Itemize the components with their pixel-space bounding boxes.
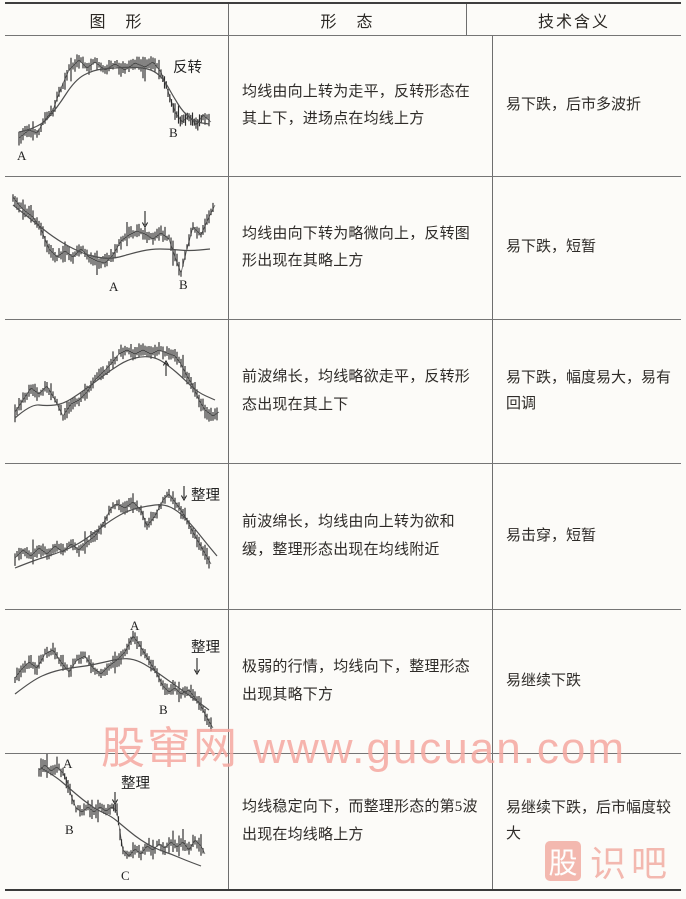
table-row: A B 反转 均线由向上转为走平，反转形态在其上下，进场点在均线上方 易下跌，后市多…: [5, 35, 681, 176]
figure-cell: A B 反转: [5, 36, 228, 176]
table-header-row: 图 形 形 态 技术含义: [5, 4, 681, 35]
meaning-text-content: 易击穿，短暂: [506, 527, 597, 544]
pattern-text-content: 极弱的行情，均线向下，整理形态出现其略下方: [242, 659, 471, 703]
figure-cell: 整理: [5, 464, 228, 609]
pattern-text-content: 均线由向下转为略微向上，反转图形出现在其略上方: [242, 225, 471, 269]
pattern-text: 前波绵长，均线由向上转为欲和缓，整理形态出现在均线附近: [228, 464, 492, 609]
meaning-text: 易继续下跌: [492, 610, 681, 753]
pattern-text-content: 前波绵长，均线略欲走平，反转形态出现在其上下: [242, 369, 471, 413]
figure-cell: A B 整理 C: [5, 754, 228, 889]
meaning-text: 易下跌，后市多波折: [492, 36, 681, 176]
pattern-text-content: 均线由向上转为走平，反转形态在其上下，进场点在均线上方: [242, 83, 471, 127]
table-row: 前波绵长，均线略欲走平，反转形态出现在其上下 易下跌，幅度易大，易有回调: [5, 319, 681, 463]
svg-text:反转: 反转: [173, 59, 202, 76]
svg-text:整理: 整理: [121, 775, 150, 792]
svg-text:A: A: [109, 279, 119, 294]
svg-text:B: B: [169, 125, 178, 140]
svg-text:A: A: [130, 618, 140, 633]
meaning-text: 易继续下跌，后市幅度较大: [492, 754, 681, 889]
svg-text:A: A: [17, 148, 27, 163]
pattern-text: 均线由向下转为略微向上，反转图形出现在其略上方: [228, 177, 492, 319]
figure-cell: [5, 320, 228, 463]
svg-text:B: B: [179, 277, 188, 292]
pattern-text: 均线由向上转为走平，反转形态在其上下，进场点在均线上方: [228, 36, 492, 176]
svg-text:B: B: [159, 702, 168, 717]
pattern-text: 前波绵长，均线略欲走平，反转形态出现在其上下: [228, 320, 492, 463]
svg-text:B: B: [65, 822, 74, 837]
candlestick-sketch: [14, 342, 220, 423]
pattern-text: 均线稳定向下，而整理形态的第5波出现在均线略上方: [228, 754, 492, 889]
pattern-text-content: 均线稳定向下，而整理形态的第5波出现在均线略上方: [242, 799, 478, 843]
meaning-text: 易下跌，幅度易大，易有回调: [492, 320, 681, 463]
meaning-text-content: 易下跌，短暂: [506, 239, 597, 256]
figure-cell: A B 整理: [5, 610, 228, 753]
table-row: A B 整理 C 均线稳定向下，而整理形态的第5波出现在均线略上方 易继续下跌，后市幅…: [5, 753, 681, 889]
table-row: 整理 前波绵长，均线由向上转为欲和缓，整理形态出现在均线附近 易击穿，短暂: [5, 463, 681, 609]
candlestick-sketch: 整理: [14, 486, 220, 569]
candlestick-sketch: A B 整理: [14, 618, 220, 732]
svg-text:整理: 整理: [191, 639, 220, 656]
meaning-text-content: 易下跌，幅度易大，易有回调: [506, 370, 672, 412]
table-row: A B 整理 极弱的行情，均线向下，整理形态出现其略下方 易继续下跌: [5, 609, 681, 753]
header-cell-meaning: 技术含义: [466, 4, 681, 35]
svg-text:A: A: [63, 756, 73, 771]
pattern-text: 极弱的行情，均线向下，整理形态出现其略下方: [228, 610, 492, 753]
pattern-text-content: 前波绵长，均线由向上转为欲和缓，整理形态出现在均线附近: [242, 514, 455, 558]
meaning-text-content: 易下跌，后市多波折: [506, 97, 642, 114]
meaning-text: 易击穿，短暂: [492, 464, 681, 609]
header-cell-pattern: 形 态: [228, 4, 466, 35]
candlestick-sketch: A B 整理 C: [38, 754, 206, 883]
meaning-text-content: 易继续下跌，后市幅度较大: [506, 800, 672, 842]
meaning-text: 易下跌，短暂: [492, 177, 681, 319]
svg-text:整理: 整理: [191, 487, 220, 504]
header-cell-figure: 图 形: [89, 13, 144, 31]
data-table: 图 形 形 态 技术含义 A B 反转 均线由向上转为走平，反转形态在其上下，进场点…: [5, 2, 681, 891]
meaning-text-content: 易继续下跌: [506, 672, 582, 689]
candlestick-sketch: A B 反转: [17, 54, 212, 163]
svg-text:C: C: [121, 868, 130, 883]
